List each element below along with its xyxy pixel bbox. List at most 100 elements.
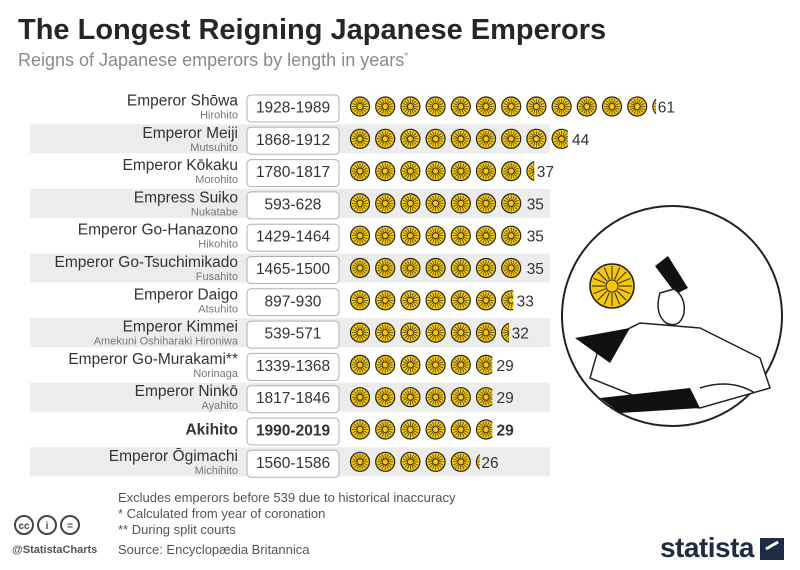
coin-petal [454, 326, 459, 331]
footnote-exclusion: Excludes emperors before 539 due to hist… [118, 490, 456, 505]
coin-petal [463, 204, 469, 207]
emperor-name-label: Emperor Kōkaku [123, 157, 238, 174]
coin-petal [488, 107, 494, 110]
chrysanthemum-coin-icon [375, 257, 396, 279]
coin-petal [388, 167, 393, 171]
coin-petal [356, 303, 360, 308]
coin-petal [438, 393, 444, 397]
value-label: 32 [512, 326, 529, 343]
coin-petal [480, 302, 484, 307]
coin-petal [437, 270, 442, 274]
coin-petal [354, 165, 358, 170]
value-label: 29 [496, 358, 513, 375]
coin-petal [488, 430, 493, 433]
footnote-coronation: * Calculated from year of coronation [118, 506, 326, 521]
coin-center [457, 361, 465, 369]
coin-petal [437, 173, 442, 177]
chrysanthemum-coin-icon [425, 387, 446, 408]
coin-center [507, 329, 510, 336]
coin-petal [563, 132, 568, 137]
coin-petal [381, 163, 385, 169]
coin-petal [412, 108, 417, 113]
coin-petal [377, 139, 383, 143]
coin-petal [379, 100, 384, 105]
coin-petal [488, 431, 492, 436]
coin-center [356, 426, 364, 433]
coin-petal [486, 173, 490, 179]
coin-petal [356, 367, 360, 373]
coin-petal [407, 303, 410, 308]
coin-petal [488, 296, 494, 300]
coin-petal [437, 423, 442, 428]
coin-petal [462, 326, 467, 331]
coin-petal [402, 172, 408, 175]
coin-petal [457, 173, 460, 179]
coin-petal [377, 200, 383, 203]
coin-petal [411, 260, 414, 266]
coin-petal [486, 325, 490, 330]
coin-petal [360, 325, 364, 330]
coin-petal [482, 357, 486, 363]
coin-petal [436, 432, 439, 438]
coin-petal [457, 98, 460, 104]
coin-center [507, 264, 515, 272]
coin-petal [429, 334, 434, 339]
coin-petal [457, 195, 460, 201]
coin-petal [537, 98, 540, 104]
coin-petal [413, 426, 418, 429]
crest-petal [618, 277, 631, 284]
coin-petal [429, 229, 434, 234]
coin-petal [362, 173, 366, 177]
coin-petal [429, 326, 434, 331]
coin-petal [413, 393, 418, 397]
coin-petal [356, 131, 360, 136]
coin-petal [377, 462, 383, 466]
coin-petal [429, 423, 434, 428]
chrysanthemum-coin-icon [375, 160, 396, 182]
coin-petal [352, 365, 358, 369]
coin-petal [486, 228, 490, 233]
coin-petal [462, 165, 467, 170]
coin-petal [404, 334, 409, 339]
coin-petal [438, 462, 444, 466]
coin-petal [411, 228, 414, 233]
coin-petal [513, 100, 518, 105]
coin-petal [482, 195, 486, 201]
coin-petal [512, 228, 515, 233]
coin-petal [404, 423, 409, 428]
coin-petal [461, 131, 465, 136]
coin-petal [606, 100, 610, 105]
coin-petal [360, 98, 364, 104]
coin-center [406, 135, 414, 143]
coin-petal [486, 238, 490, 244]
coin-petal [457, 228, 460, 233]
coin-petal [486, 163, 490, 169]
coin-petal [488, 399, 492, 404]
emperor-personal-name-label: Ayahito [202, 400, 239, 412]
coin-petal [482, 228, 486, 233]
coin-petal [352, 204, 358, 207]
coin-petal [356, 195, 360, 201]
coin-petal [362, 366, 366, 371]
coin-petal [412, 229, 417, 234]
coin-petal [356, 357, 360, 363]
coin-petal [638, 109, 641, 115]
crest-petal [616, 271, 627, 282]
coin-petal [402, 462, 408, 466]
coin-center [381, 264, 389, 272]
coin-petal [554, 107, 559, 110]
coin-petal [388, 296, 393, 300]
coin-petal [352, 361, 358, 364]
coin-petal [488, 423, 492, 428]
chrysanthemum-coin-icon [375, 419, 396, 440]
coin-petal [407, 206, 410, 211]
chrysanthemum-coin-icon [450, 354, 471, 375]
coin-petal [437, 366, 442, 371]
coin-petal [453, 361, 458, 364]
coin-petal [513, 165, 518, 170]
coin-petal [539, 135, 544, 138]
chrysanthemum-coin-icon [475, 257, 497, 279]
coin-center [507, 167, 515, 175]
coin-petal [486, 421, 490, 427]
coin-petal [461, 335, 465, 341]
